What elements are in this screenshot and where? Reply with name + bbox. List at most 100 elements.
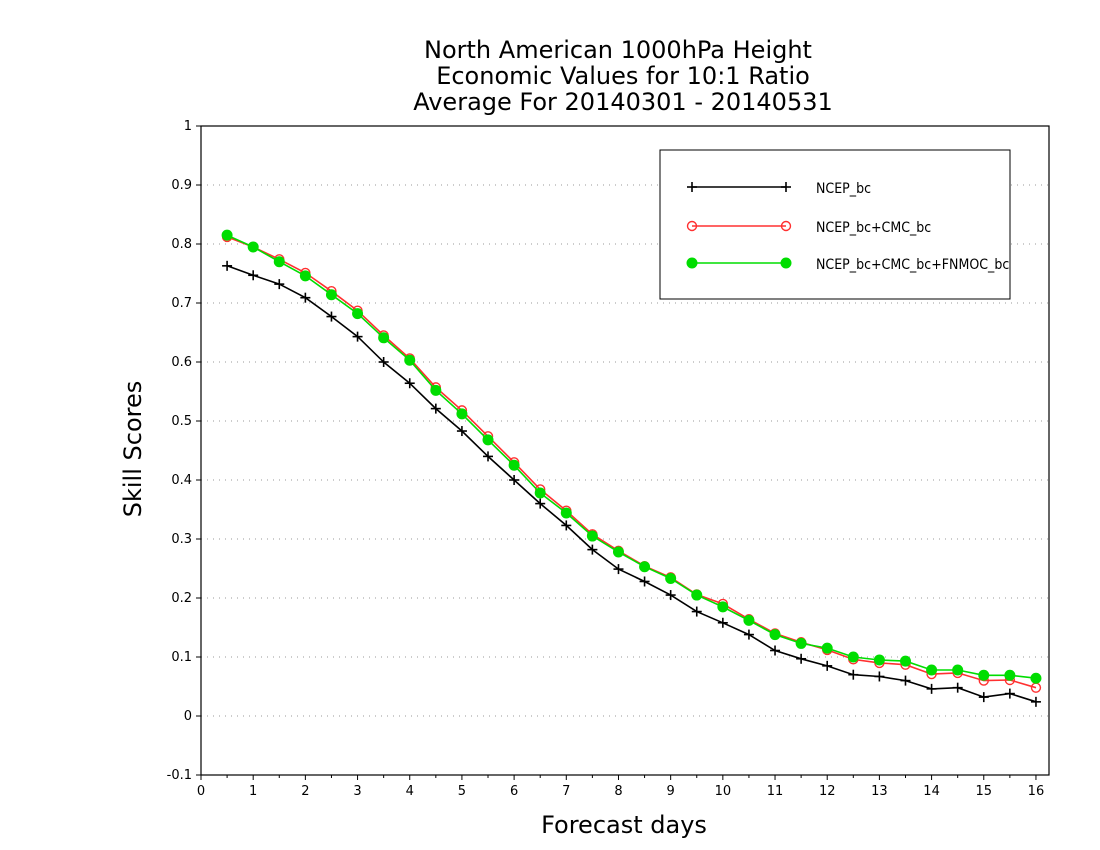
x-tick-label: 8 (614, 784, 622, 799)
x-tick-label: 13 (871, 784, 888, 799)
data-point (300, 292, 311, 303)
legend-item: NCEP_bc+CMC_bc (686, 220, 931, 236)
data-point (248, 270, 259, 281)
data-point (978, 669, 990, 681)
x-tick-label: 14 (923, 784, 940, 799)
data-point (899, 655, 911, 667)
chart-title: North American 1000hPa Height Economic V… (413, 36, 833, 116)
data-point (273, 256, 285, 268)
legend-label: NCEP_bc+CMC_bc+FNMOC_bc (816, 257, 1009, 273)
data-point (926, 683, 937, 694)
y-tick-label: 0.6 (171, 355, 192, 370)
data-point (587, 544, 598, 555)
data-point (873, 654, 885, 666)
legend-label: NCEP_bc (816, 181, 871, 197)
legend-label: NCEP_bc+CMC_bc (816, 220, 931, 236)
data-point (874, 671, 885, 682)
y-tick-label: 0.7 (171, 296, 192, 311)
data-point (404, 378, 415, 389)
legend-marker-end (781, 182, 791, 192)
series-line (226, 234, 1037, 679)
x-axis-title: Forecast days (541, 811, 707, 839)
data-point (822, 660, 833, 671)
data-point (430, 384, 442, 396)
data-point (613, 564, 624, 575)
data-point (326, 311, 337, 322)
data-point (456, 408, 468, 420)
data-point (483, 451, 494, 462)
data-point (900, 675, 911, 686)
data-point (508, 459, 520, 471)
data-point (717, 617, 728, 628)
data-point (665, 590, 676, 601)
y-tick-label: 0.1 (171, 650, 192, 665)
data-point (352, 308, 364, 320)
y-axis-title: Skill Scores (119, 381, 147, 518)
y-tick-label: 0.2 (171, 591, 192, 606)
legend-marker-start (687, 182, 697, 192)
y-tick-label: 0.5 (171, 414, 192, 429)
data-point (770, 645, 781, 656)
chart-title-line-2: Economic Values for 10:1 Ratio (436, 62, 810, 90)
data-point (325, 289, 337, 301)
data-point (404, 354, 416, 366)
data-point (247, 241, 259, 253)
chart-title-line-1: North American 1000hPa Height (424, 36, 812, 64)
data-point (717, 601, 729, 613)
data-point (691, 589, 703, 601)
data-point (1004, 669, 1016, 681)
data-point (1004, 688, 1015, 699)
x-tick-label: 9 (667, 784, 675, 799)
data-point (952, 664, 964, 676)
data-point (430, 403, 441, 414)
legend-box (659, 149, 1011, 300)
data-point (534, 487, 546, 499)
x-tick-label: 6 (510, 784, 518, 799)
data-point (665, 573, 677, 585)
data-series (221, 229, 1042, 707)
data-point (378, 357, 389, 367)
legend-marker-start (686, 257, 698, 269)
data-point (586, 530, 598, 542)
data-point (612, 546, 624, 558)
data-point (509, 475, 520, 485)
data-point (926, 664, 938, 676)
data-point (769, 629, 781, 641)
y-tick-label: 0.8 (171, 237, 192, 252)
x-tick-label: 11 (767, 784, 784, 799)
data-point (821, 642, 833, 654)
y-tick-label: 0.3 (171, 532, 192, 547)
data-point (691, 606, 702, 617)
legend-item: NCEP_bc (687, 181, 871, 197)
legend-marker-start (686, 220, 698, 232)
x-tick-label: 2 (301, 784, 309, 799)
data-point (795, 637, 807, 649)
data-point (1030, 696, 1041, 707)
y-tick-label: 0.4 (171, 473, 192, 488)
x-tick-label: 15 (975, 784, 992, 799)
data-point (796, 653, 807, 664)
data-point (560, 507, 572, 519)
data-point (639, 561, 651, 573)
data-point (952, 682, 963, 693)
x-tick-label: 10 (715, 784, 732, 799)
data-point (743, 614, 755, 626)
x-tick-label: 1 (249, 784, 257, 799)
axes: -0.100.10.20.30.40.50.60.70.80.910 1 2 3 4 5 6… (167, 119, 1045, 799)
x-tick-label: 3 (353, 784, 361, 799)
y-tick-label: 0 (184, 709, 192, 724)
series-3 (221, 229, 1042, 684)
legend: NCEP_bc NCEP_bc+CMC_bc NCEP_bc+CMC_bc+FNMO… (659, 149, 1011, 300)
data-point (639, 576, 650, 587)
x-tick-label: 16 (1028, 784, 1045, 799)
x-tick-label: 5 (458, 784, 466, 799)
data-point (535, 498, 546, 509)
legend-marker-end (780, 257, 792, 269)
chart-title-line-3: Average For 20140301 - 20140531 (413, 88, 833, 116)
x-tick-label: 4 (406, 784, 414, 799)
legend-marker-end (780, 220, 792, 232)
series-1 (222, 260, 1041, 707)
x-tick-label: 0 (197, 784, 205, 799)
x-tick-label: 12 (819, 784, 836, 799)
